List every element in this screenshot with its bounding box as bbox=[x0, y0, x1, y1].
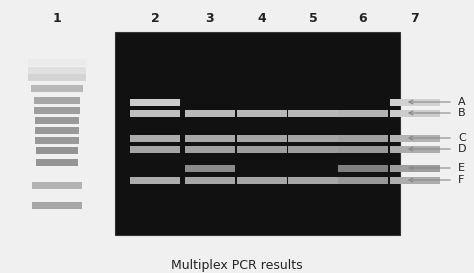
Bar bbox=[288, 135, 338, 141]
Bar bbox=[130, 146, 180, 153]
Bar bbox=[390, 135, 440, 141]
Bar bbox=[36, 159, 78, 165]
Bar bbox=[390, 165, 440, 171]
Bar bbox=[237, 109, 287, 117]
Bar bbox=[28, 73, 86, 81]
Bar bbox=[32, 182, 82, 188]
Bar bbox=[390, 109, 440, 117]
Bar bbox=[390, 146, 440, 153]
Bar bbox=[34, 96, 80, 103]
Bar bbox=[130, 177, 180, 183]
Text: A: A bbox=[458, 97, 465, 107]
Bar bbox=[28, 67, 86, 73]
Bar bbox=[390, 99, 440, 105]
Text: 6: 6 bbox=[359, 11, 367, 25]
Bar bbox=[35, 117, 79, 123]
Bar bbox=[338, 146, 388, 153]
Text: D: D bbox=[458, 144, 466, 154]
Bar bbox=[130, 135, 180, 141]
Bar bbox=[338, 109, 388, 117]
Text: 2: 2 bbox=[151, 11, 159, 25]
Bar bbox=[35, 136, 79, 144]
Bar bbox=[288, 109, 338, 117]
Text: 7: 7 bbox=[410, 11, 419, 25]
Text: 5: 5 bbox=[309, 11, 318, 25]
Bar bbox=[338, 177, 388, 183]
Bar bbox=[185, 146, 235, 153]
Bar bbox=[237, 135, 287, 141]
Bar bbox=[237, 177, 287, 183]
Text: 3: 3 bbox=[206, 11, 214, 25]
Bar bbox=[390, 177, 440, 183]
Text: 4: 4 bbox=[258, 11, 266, 25]
Bar bbox=[185, 109, 235, 117]
Bar bbox=[115, 32, 400, 235]
Bar bbox=[185, 165, 235, 171]
Bar bbox=[185, 177, 235, 183]
Bar bbox=[36, 147, 78, 153]
Text: 1: 1 bbox=[53, 11, 61, 25]
Bar bbox=[28, 58, 86, 66]
Text: C: C bbox=[458, 133, 466, 143]
Bar bbox=[130, 99, 180, 105]
Text: E: E bbox=[458, 163, 465, 173]
Bar bbox=[31, 85, 83, 91]
Text: B: B bbox=[458, 108, 465, 118]
Bar bbox=[34, 106, 80, 114]
Bar bbox=[288, 146, 338, 153]
Bar bbox=[185, 135, 235, 141]
Bar bbox=[130, 109, 180, 117]
Text: Multiplex PCR results: Multiplex PCR results bbox=[171, 259, 303, 272]
Text: F: F bbox=[458, 175, 465, 185]
Bar bbox=[237, 146, 287, 153]
Bar bbox=[338, 165, 388, 171]
Bar bbox=[338, 135, 388, 141]
Bar bbox=[32, 201, 82, 209]
Bar bbox=[288, 177, 338, 183]
Bar bbox=[35, 126, 79, 133]
